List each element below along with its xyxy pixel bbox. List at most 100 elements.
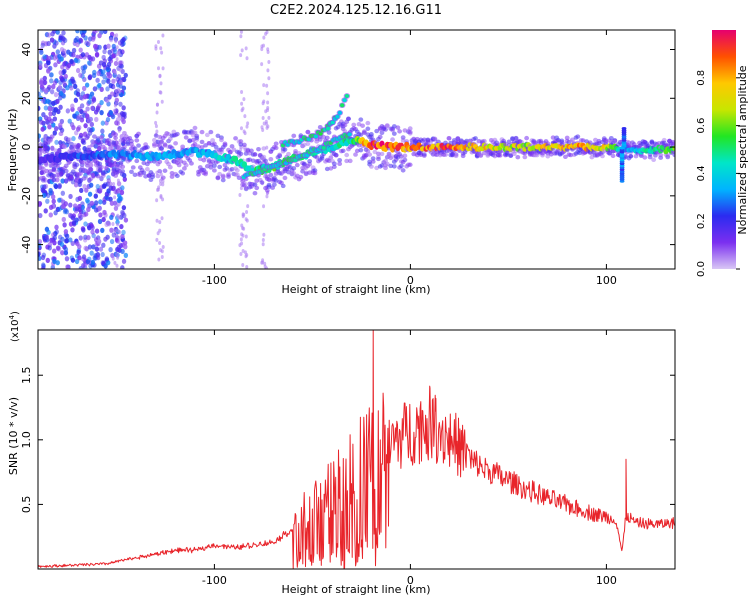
spectrogram-cell: [478, 153, 484, 158]
spectrogram-y-ticks: -40 -20 0 20 40: [20, 43, 675, 254]
spectrogram-cell: [123, 217, 129, 223]
spectrogram-cell: [266, 91, 270, 96]
spectrogram-cell: [261, 146, 267, 151]
spectrogram-cell: [60, 170, 66, 175]
spectrogram-cell: [155, 198, 159, 203]
spectrogram-cell: [159, 172, 163, 177]
spectrogram-cell: [57, 197, 62, 203]
spectrogram-cell: [189, 161, 194, 166]
spectrogram-cell: [215, 175, 221, 181]
spectrogram-cell: [199, 139, 205, 145]
spectrogram-cell: [161, 197, 165, 202]
spectrogram-cell: [89, 121, 95, 128]
spectrogram-cell: [100, 260, 105, 266]
spectrogram-cell: [98, 199, 103, 205]
spectrogram-cell: [98, 60, 104, 66]
spectrogram-cell: [48, 204, 54, 211]
spectrogram-cell: [379, 151, 385, 157]
spectrogram-cell: [240, 90, 244, 95]
spectrogram-cell: [72, 113, 77, 119]
spectrogram-cell: [252, 152, 258, 157]
snr-y-label: SNR (10 * v/v): [7, 397, 20, 475]
spectrogram-cell: [262, 204, 266, 209]
spectrogram-cell: [52, 130, 57, 136]
spectrogram-cell: [77, 203, 82, 210]
spectrogram-cell: [63, 250, 69, 256]
spectrogram-cell: [190, 137, 196, 143]
spectrogram-cell: [55, 260, 60, 266]
spectrogram-cell: [282, 147, 288, 152]
spectrogram-cell: [241, 180, 247, 186]
spectrogram-cell: [157, 257, 161, 262]
spectrogram-cell: [391, 164, 397, 169]
spectrogram-cell: [85, 133, 91, 139]
spectrogram-cell: [239, 34, 243, 39]
spectrogram-cell: [260, 44, 264, 49]
spectrogram-cell: [120, 41, 125, 48]
spectrogram-cell: [52, 235, 57, 241]
spectrogram-cell: [39, 148, 44, 154]
spectrogram-cell: [45, 198, 50, 204]
spectrogram-cell: [107, 133, 113, 139]
spectrogram-cell: [173, 141, 178, 146]
spectrogram-cell: [89, 200, 95, 206]
spectrogram-cell: [233, 136, 238, 141]
spectrogram-cell: [113, 260, 117, 265]
spectrogram-cell: [208, 129, 214, 135]
spectrogram-cell: [194, 133, 200, 139]
spectrogram-cell: [291, 166, 297, 171]
spectrogram-cell: [390, 137, 395, 142]
spectrogram-cell: [112, 182, 116, 187]
spectrogram-cell: [53, 92, 59, 98]
spectrogram-cell: [115, 93, 119, 98]
spectrogram-cell: [254, 185, 260, 191]
spectrogram-cell: [154, 124, 158, 129]
spectrogram-x-label: Height of straight line (km): [281, 283, 430, 296]
spectrogram-cell: [92, 30, 97, 35]
spectrogram-cell: [189, 152, 194, 158]
spectrogram-cell: [47, 245, 52, 251]
spectrogram-cell: [94, 116, 99, 123]
spectrogram-cell: [115, 100, 119, 105]
spectrogram-cell: [80, 52, 86, 58]
spectrogram-cell: [243, 131, 247, 136]
spectrogram-cell: [160, 175, 166, 180]
spectrogram-cell: [118, 101, 123, 107]
spectrogram-cell: [395, 125, 401, 130]
spectrogram-cell: [40, 126, 45, 132]
spectrogram-cell: [154, 46, 158, 51]
spectrogram-cell: [44, 148, 50, 154]
spectrogram-cell: [81, 254, 87, 260]
spectrogram-cell: [60, 190, 66, 196]
spectrogram-cell: [78, 47, 83, 53]
spectrogram-cell: [65, 85, 70, 91]
spectrogram-cell: [88, 182, 94, 188]
spectrogram-cell: [121, 85, 127, 91]
spectrogram-cell: [243, 185, 249, 191]
spectrogram-cell: [57, 182, 62, 188]
spectrogram-cell: [113, 173, 119, 178]
spectrogram-cell: [100, 120, 106, 126]
spectrogram-cell: [157, 169, 163, 174]
spectrogram-cell: [174, 173, 180, 179]
spectrogram-cell: [118, 230, 122, 235]
spectrogram-cell: [400, 168, 406, 173]
spectrogram-cell: [54, 139, 59, 145]
spectrogram-cell: [261, 115, 265, 120]
spectrogram-cell: [436, 139, 441, 144]
spectrogram-cell: [538, 138, 544, 144]
colorbar-tick-label: 0.8: [696, 70, 707, 86]
spectrogram-cell: [307, 162, 313, 167]
spectrogram-cell: [88, 162, 94, 167]
spectrogram-cell: [243, 250, 247, 255]
spectrogram-y-tick-label: 20: [20, 91, 33, 105]
spectrogram-cell: [44, 145, 50, 150]
spectrogram-cell: [81, 140, 87, 145]
spectrogram-cell: [122, 144, 127, 150]
spectrogram-cell: [157, 159, 163, 164]
spectrogram-cell: [82, 30, 87, 34]
spectrogram-cell: [450, 151, 455, 157]
spectrogram-cell: [90, 105, 95, 111]
spectrogram-cell: [79, 166, 85, 171]
spectrogram-cell: [70, 103, 75, 109]
